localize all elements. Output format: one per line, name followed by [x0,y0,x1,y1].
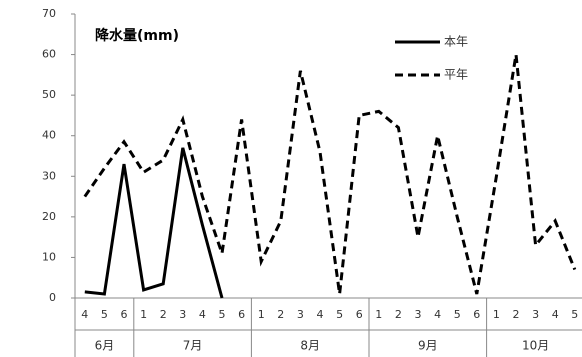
legend-label: 本年 [444,35,468,49]
month-label: 8月 [300,339,320,353]
x-tick-label: 5 [219,308,226,321]
x-tick-label: 5 [571,308,578,321]
series-line [83,54,577,295]
y-tick-label: 10 [42,250,56,263]
x-tick-label: 2 [395,308,402,321]
y-tick-label: 40 [42,129,56,142]
y-tick-label: 70 [42,7,56,20]
x-tick-label: 3 [179,308,186,321]
month-label: 6月 [95,339,115,353]
x-tick-label: 4 [317,308,324,321]
x-tick-label: 6 [121,308,128,321]
month-label: 10月 [522,339,549,353]
y-tick-label: 30 [42,169,56,182]
legend-label: 平年 [444,68,468,82]
x-tick-label: 6 [238,308,245,321]
x-tick-label: 5 [454,308,461,321]
x-tick-label: 3 [415,308,422,321]
y-tick-label: 50 [42,88,56,101]
x-tick-label: 4 [434,308,441,321]
x-tick-label: 1 [493,308,500,321]
x-tick-label: 1 [140,308,147,321]
month-label: 9月 [418,339,438,353]
series-line [84,147,224,299]
x-tick-label: 3 [297,308,304,321]
month-label: 7月 [183,339,203,353]
x-tick-label: 4 [199,308,206,321]
y-tick-label: 20 [42,210,56,223]
x-tick-label: 1 [375,308,382,321]
y-tick-label: 60 [42,48,56,61]
chart-title: 降水量(mm) [95,27,179,44]
x-tick-label: 2 [513,308,520,321]
x-tick-label: 4 [552,308,559,321]
x-tick-label: 5 [336,308,343,321]
y-tick-label: 0 [49,291,56,304]
x-tick-label: 3 [532,308,539,321]
x-tick-label: 2 [277,308,284,321]
x-tick-label: 4 [81,308,88,321]
x-tick-label: 6 [356,308,363,321]
x-tick-label: 2 [160,308,167,321]
x-tick-label: 6 [473,308,480,321]
x-tick-label: 1 [258,308,265,321]
x-tick-label: 5 [101,308,108,321]
